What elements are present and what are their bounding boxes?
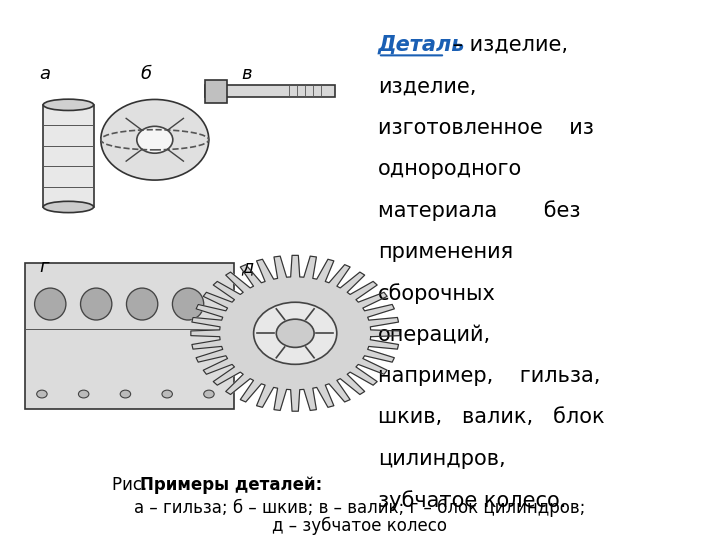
Circle shape xyxy=(276,319,314,347)
Ellipse shape xyxy=(43,201,94,213)
Circle shape xyxy=(101,99,209,180)
Ellipse shape xyxy=(81,288,112,320)
FancyBboxPatch shape xyxy=(205,85,335,97)
Text: д – зубчатое колесо: д – зубчатое колесо xyxy=(272,517,448,535)
Text: сборочных: сборочных xyxy=(378,284,496,304)
FancyBboxPatch shape xyxy=(43,105,94,207)
Ellipse shape xyxy=(43,99,94,111)
Text: а: а xyxy=(40,64,50,83)
Circle shape xyxy=(78,390,89,398)
Polygon shape xyxy=(191,255,400,411)
Text: г: г xyxy=(40,258,49,276)
Text: Примеры деталей:: Примеры деталей: xyxy=(140,476,323,494)
Circle shape xyxy=(253,302,337,364)
Text: однородного: однородного xyxy=(378,159,522,179)
Circle shape xyxy=(120,390,130,398)
Circle shape xyxy=(162,390,172,398)
Circle shape xyxy=(137,126,173,153)
Text: материала       без: материала без xyxy=(378,200,580,221)
Ellipse shape xyxy=(127,288,158,320)
Text: изготовленное    из: изготовленное из xyxy=(378,118,594,138)
Text: д: д xyxy=(241,258,253,276)
Text: изделие,: изделие, xyxy=(378,76,477,96)
Ellipse shape xyxy=(172,288,204,320)
Text: б: б xyxy=(140,64,151,83)
Text: применения: применения xyxy=(378,242,513,262)
Text: например,    гильза,: например, гильза, xyxy=(378,366,600,386)
Text: Деталь: Деталь xyxy=(378,35,466,55)
Text: Рис.: Рис. xyxy=(112,476,152,494)
FancyBboxPatch shape xyxy=(205,79,227,103)
Text: шкив,   валик,   блок: шкив, валик, блок xyxy=(378,408,605,428)
Ellipse shape xyxy=(35,288,66,320)
Text: – изделие,: – изделие, xyxy=(446,35,568,55)
Text: цилиндров,: цилиндров, xyxy=(378,449,505,469)
Text: операций,: операций, xyxy=(378,325,491,345)
Text: а – гильза; б – шкив; в – валик; г – блок цилиндров;: а – гильза; б – шкив; в – валик; г – бло… xyxy=(135,499,585,517)
Text: зубчатое колесо.: зубчатое колесо. xyxy=(378,490,567,511)
Circle shape xyxy=(37,390,47,398)
Text: в: в xyxy=(241,64,252,83)
FancyBboxPatch shape xyxy=(25,264,234,409)
Circle shape xyxy=(204,390,214,398)
